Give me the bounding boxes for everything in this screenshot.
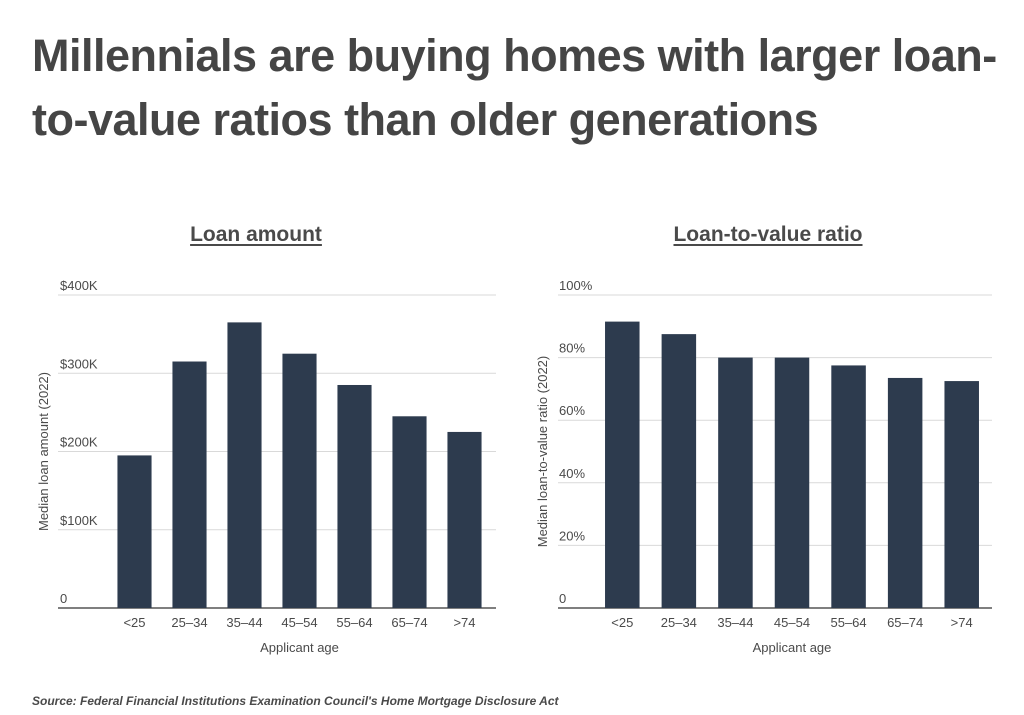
loan-amount-chart: Loan amount 0 $100K $200K $300K $400K <25 25–3…: [0, 215, 512, 665]
ltv-ratio-y-tick-label: 20%: [559, 528, 585, 543]
loan-amount-bar: [392, 416, 427, 608]
loan-amount-bar: [117, 455, 152, 608]
loan-amount-x-tick-label: 45–54: [281, 615, 317, 630]
loan-amount-bar: [447, 431, 482, 608]
ltv-ratio-x-tick-label: 45–54: [774, 615, 810, 630]
loan-amount-y-tick-label: $200K: [60, 435, 98, 450]
loan-amount-y-tick-label: $100K: [60, 513, 98, 528]
loan-amount-x-tick-label: 35–44: [226, 615, 262, 630]
loan-amount-y-tick-label: 0: [60, 591, 67, 606]
loan-amount-bar: [172, 361, 207, 608]
ltv-ratio-y-tick-label: 40%: [559, 466, 585, 481]
loan-amount-x-tick-label: 25–34: [171, 615, 207, 630]
loan-amount-x-tick-label: >74: [453, 615, 475, 630]
ltv-ratio-x-tick-label: 65–74: [887, 615, 923, 630]
ltv-ratio-x-tick-label: <25: [611, 615, 633, 630]
ltv-ratio-bar: [718, 357, 753, 608]
loan-amount-bar: [337, 384, 372, 608]
ltv-ratio-chart-title: Loan-to-value ratio: [673, 223, 863, 246]
ltv-ratio-x-tick-label: 35–44: [717, 615, 753, 630]
ltv-ratio-bar: [944, 381, 979, 608]
loan-amount-bar: [227, 322, 262, 608]
loan-amount-x-axis-title: Applicant age: [260, 640, 339, 655]
ltv-ratio-y-tick-label: 80%: [559, 341, 585, 356]
ltv-ratio-bar: [831, 365, 866, 608]
ltv-ratio-bar: [887, 377, 923, 608]
loan-amount-x-tick-label: 55–64: [336, 615, 372, 630]
loan-amount-x-tick-label: 65–74: [391, 615, 427, 630]
ltv-ratio-bar: [605, 321, 640, 608]
ltv-ratio-bar: [661, 334, 697, 608]
loan-amount-y-tick-label: $400K: [60, 278, 98, 293]
source-note: Source: Federal Financial Institutions E…: [32, 694, 559, 708]
ltv-ratio-bar: [774, 357, 810, 608]
ltv-ratio-chart-svg: 0 20% 40% 60% 80% 100% <25 25–34 35–44 45–54 55–64…: [535, 278, 992, 655]
ltv-ratio-x-tick-label: 25–34: [661, 615, 697, 630]
ltv-ratio-x-tick-label: >74: [951, 615, 973, 630]
ltv-ratio-y-tick-label: 60%: [559, 403, 585, 418]
ltv-ratio-x-tick-label: 55–64: [830, 615, 866, 630]
loan-amount-bar: [282, 353, 317, 608]
ltv-ratio-y-tick-label: 100%: [559, 278, 593, 293]
loan-amount-y-axis-title: Median loan amount (2022): [36, 372, 51, 531]
loan-amount-chart-title: Loan amount: [190, 223, 322, 246]
ltv-ratio-chart: Loan-to-value ratio 0 20% 40% 60% 80% 100% <25…: [512, 215, 1024, 665]
ltv-ratio-x-axis-title: Applicant age: [753, 640, 832, 655]
loan-amount-y-tick-label: $300K: [60, 356, 98, 371]
loan-amount-chart-svg: 0 $100K $200K $300K $400K <25 25–34 35–44 45–54 5…: [36, 278, 496, 655]
loan-amount-x-tick-label: <25: [123, 615, 145, 630]
ltv-ratio-y-tick-label: 0: [559, 591, 566, 606]
ltv-ratio-y-axis-title: Median loan-to-value ratio (2022): [535, 356, 550, 548]
page-title: Millennials are buying homes with larger…: [32, 30, 997, 145]
